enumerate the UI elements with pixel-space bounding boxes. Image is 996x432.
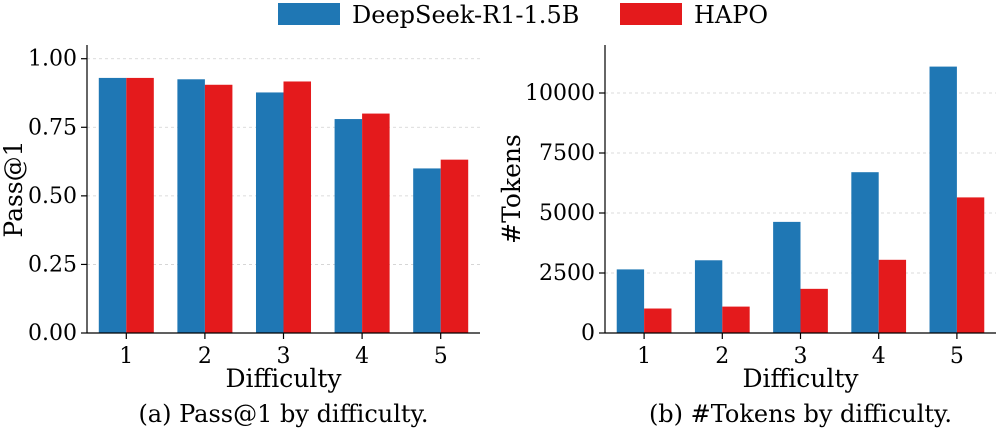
bar-hapo-2 [722, 306, 750, 333]
bar-deepseek-3 [773, 221, 801, 333]
x-tick-label: 2 [715, 344, 729, 369]
bar-deepseek-2 [177, 79, 205, 334]
legend-label: DeepSeek-R1-1.5B [352, 1, 579, 29]
y-tick-label: 5000 [539, 201, 595, 226]
y-tick-label: 2500 [539, 261, 595, 286]
y-tick-label: 0.00 [28, 321, 77, 346]
x-tick-label: 1 [637, 344, 651, 369]
bar-hapo-1 [644, 308, 672, 333]
legend-swatch [620, 3, 682, 25]
bar-deepseek-2 [694, 260, 723, 333]
y-tick-label: 10000 [525, 81, 595, 106]
x-tick-label: 2 [198, 344, 212, 369]
bar-hapo-4 [362, 113, 390, 333]
chart-caption: (a) Pass@1 by difficulty. [138, 400, 428, 428]
x-axis-label: Difficulty [742, 364, 859, 393]
y-tick-label: 0.75 [28, 115, 77, 140]
y-tick-label: 0.25 [28, 252, 77, 277]
bar-deepseek-1 [98, 77, 127, 334]
bar-hapo-5 [956, 197, 985, 333]
bar-hapo-1 [126, 77, 154, 334]
x-tick-label: 5 [434, 344, 448, 369]
legend-swatch [278, 3, 340, 25]
x-tick-label: 4 [355, 344, 369, 369]
bar-hapo-2 [204, 84, 233, 334]
x-tick-label: 3 [794, 344, 808, 369]
x-tick-label: 3 [277, 344, 291, 369]
chart-caption: (b) #Tokens by difficulty. [649, 400, 952, 428]
chart-tokens: 0 2500 5000 7500 10000 1 2 3 4 5 Difficulty #Tokens… [497, 45, 996, 428]
y-tick-label: 0 [581, 321, 595, 346]
bar-hapo-3 [283, 81, 312, 333]
bar-hapo-3 [800, 288, 828, 333]
legend: DeepSeek-R1-1.5B HAPO [278, 1, 768, 29]
bar-deepseek-4 [851, 172, 879, 333]
chart-pass-at-1: 0.00 0.25 0.50 0.75 1.00 1 2 3 4 5 Difficulty Pass@… [0, 45, 480, 428]
bar-deepseek-5 [929, 66, 957, 333]
legend-label: HAPO [694, 1, 768, 29]
bar-hapo-5 [440, 159, 469, 333]
bar-hapo-4 [878, 259, 907, 333]
bar-deepseek-4 [334, 119, 363, 333]
x-tick-label: 5 [950, 344, 964, 369]
bar-deepseek-5 [413, 168, 441, 333]
y-tick-label: 1.00 [28, 47, 77, 72]
x-tick-label: 4 [872, 344, 886, 369]
x-axis-label: Difficulty [225, 364, 342, 393]
y-axis-label: Pass@1 [0, 140, 28, 237]
y-axis-label: #Tokens [497, 134, 526, 244]
y-tick-label: 7500 [539, 141, 595, 166]
bar-deepseek-1 [616, 269, 645, 333]
x-tick-label: 1 [119, 344, 133, 369]
bar-deepseek-3 [255, 92, 284, 333]
y-tick-label: 0.50 [28, 184, 77, 209]
